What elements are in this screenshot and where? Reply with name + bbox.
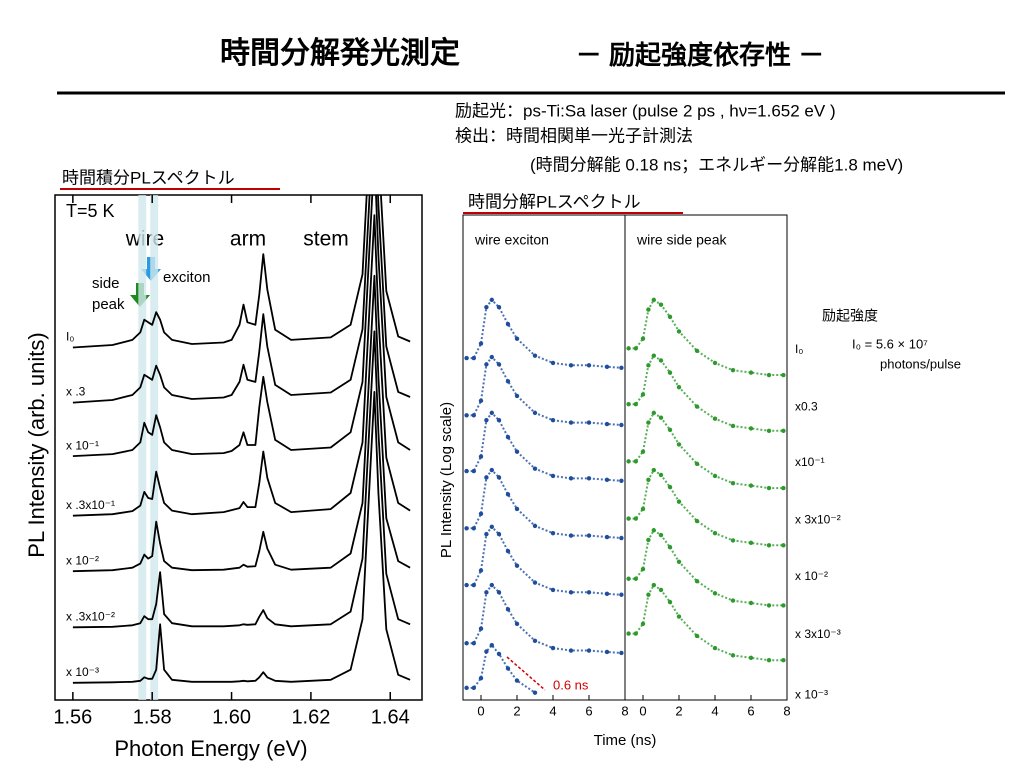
- series-label: x .3x10⁻¹: [66, 498, 115, 512]
- series-label: x 10⁻²: [66, 553, 99, 567]
- series-label: x 10⁻³: [66, 665, 99, 679]
- data-point: [781, 658, 786, 663]
- x-tick-label: 1.62: [291, 706, 330, 728]
- slide-subtitle: － 励起強度依存性 －: [576, 40, 824, 70]
- spectrum-line: [72, 214, 411, 517]
- annotation: exciton: [163, 269, 211, 286]
- spectrum-line: [72, 195, 411, 349]
- legend-text: photons/pulse: [880, 356, 961, 371]
- x-tick-label: 2: [675, 703, 682, 718]
- data-point: [464, 526, 469, 531]
- plot-area: [464, 297, 786, 695]
- x-tick-label: 6: [585, 703, 592, 718]
- spectrum-line: [72, 274, 411, 573]
- data-point: [464, 468, 469, 474]
- data-point: [781, 428, 786, 434]
- annotation: stem: [303, 228, 349, 251]
- data-point: [604, 649, 610, 655]
- x-tick-label: 8: [783, 703, 790, 718]
- data-point: [604, 477, 610, 483]
- highlight-band: [150, 195, 159, 700]
- data-point: [464, 582, 469, 588]
- annotation: 0.6 ns: [553, 677, 589, 692]
- data-point: [532, 690, 538, 695]
- section-title: 時間積分PLスペクトル: [62, 168, 235, 187]
- series-label: x .3: [66, 385, 86, 399]
- section-title: 時間分解PLスペクトル: [468, 192, 641, 211]
- data-point: [781, 603, 786, 608]
- decay-trace: [628, 411, 784, 490]
- y-axis-label: PL Intensity (arb. units): [24, 332, 49, 557]
- highlight-band: [138, 195, 147, 700]
- data-point: [464, 413, 469, 418]
- x-tick-label: 1.58: [133, 706, 172, 728]
- annotation: T=5 K: [66, 201, 115, 221]
- spectrum-line: [72, 195, 411, 404]
- panel-title: wire side peak: [636, 232, 727, 248]
- panel-title: wire exciton: [474, 232, 549, 248]
- legend-text: I₀ = 5.6 × 10⁷: [852, 336, 928, 351]
- data-point: [781, 543, 786, 548]
- data-point: [464, 355, 469, 361]
- legend-title: 励起強度: [822, 308, 878, 324]
- decay-trace: [466, 298, 622, 369]
- x-tick-label: 4: [549, 703, 556, 718]
- decay-trace: [466, 525, 622, 596]
- decay-trace: [466, 468, 622, 539]
- data-point: [464, 641, 469, 646]
- decay-trace: [628, 528, 784, 607]
- spectrum-line: [72, 391, 411, 684]
- x-axis-label: Photon Energy (eV): [114, 736, 307, 761]
- data-point: [619, 422, 624, 428]
- x-tick-label: 1.64: [371, 706, 410, 728]
- info-line: 励起光：ps-Ti:Sa laser (pulse 2 ps , hν=1.65…: [455, 101, 836, 120]
- plot-frame: [54, 194, 423, 701]
- annotation: peak: [92, 296, 125, 313]
- y-axis-label: PL Intensity (Log scale): [438, 402, 455, 558]
- x-tick-label: 0: [477, 703, 484, 718]
- annotation: arm: [230, 228, 266, 251]
- series-label: I₀: [66, 330, 74, 344]
- decay-trace: [628, 354, 784, 432]
- trace-label: I₀: [795, 342, 803, 356]
- data-point: [781, 485, 786, 491]
- decay-trace: [466, 411, 622, 482]
- x-tick-label: 1.56: [53, 706, 92, 728]
- trace-label: x 10⁻³: [795, 687, 828, 701]
- trace-label: x 3x10⁻²: [795, 512, 841, 526]
- x-tick-label: 2: [513, 703, 520, 718]
- x-tick-label: 8: [621, 703, 628, 718]
- trace-label: x10⁻¹: [795, 455, 825, 469]
- info-line: (時間分解能 0.18 ns；エネルギー分解能1.8 meV): [530, 155, 903, 174]
- plot-area: [72, 195, 411, 700]
- fit-line: [506, 656, 546, 691]
- series-label: x 10⁻¹: [66, 438, 99, 452]
- decay-trace: [628, 298, 784, 376]
- x-axis-label: Time (ns): [594, 732, 657, 749]
- decay-trace: [628, 468, 784, 547]
- annotation: side: [92, 275, 120, 292]
- decay-trace: [466, 583, 622, 654]
- decay-trace: [466, 355, 622, 426]
- x-tick-label: 1.60: [212, 706, 251, 728]
- x-tick-label: 6: [747, 703, 754, 718]
- series-label: x .3x10⁻²: [66, 609, 115, 623]
- info-line: 検出：時間相関単一光子計測法: [455, 126, 693, 145]
- data-point: [781, 372, 786, 378]
- x-tick-label: 0: [639, 703, 646, 718]
- decay-trace: [628, 583, 784, 662]
- data-point: [619, 535, 624, 541]
- spectrum-line: [72, 195, 411, 457]
- data-point: [464, 685, 469, 691]
- x-tick-label: 4: [711, 703, 718, 718]
- trace-label: x0.3: [795, 399, 818, 413]
- slide-title: 時間分解発光測定: [220, 36, 460, 70]
- decay-trace: [466, 643, 536, 694]
- trace-label: x 10⁻²: [795, 569, 828, 583]
- spectrum-line: [72, 330, 411, 629]
- data-point: [604, 591, 610, 596]
- trace-label: x 3x10⁻³: [795, 627, 841, 641]
